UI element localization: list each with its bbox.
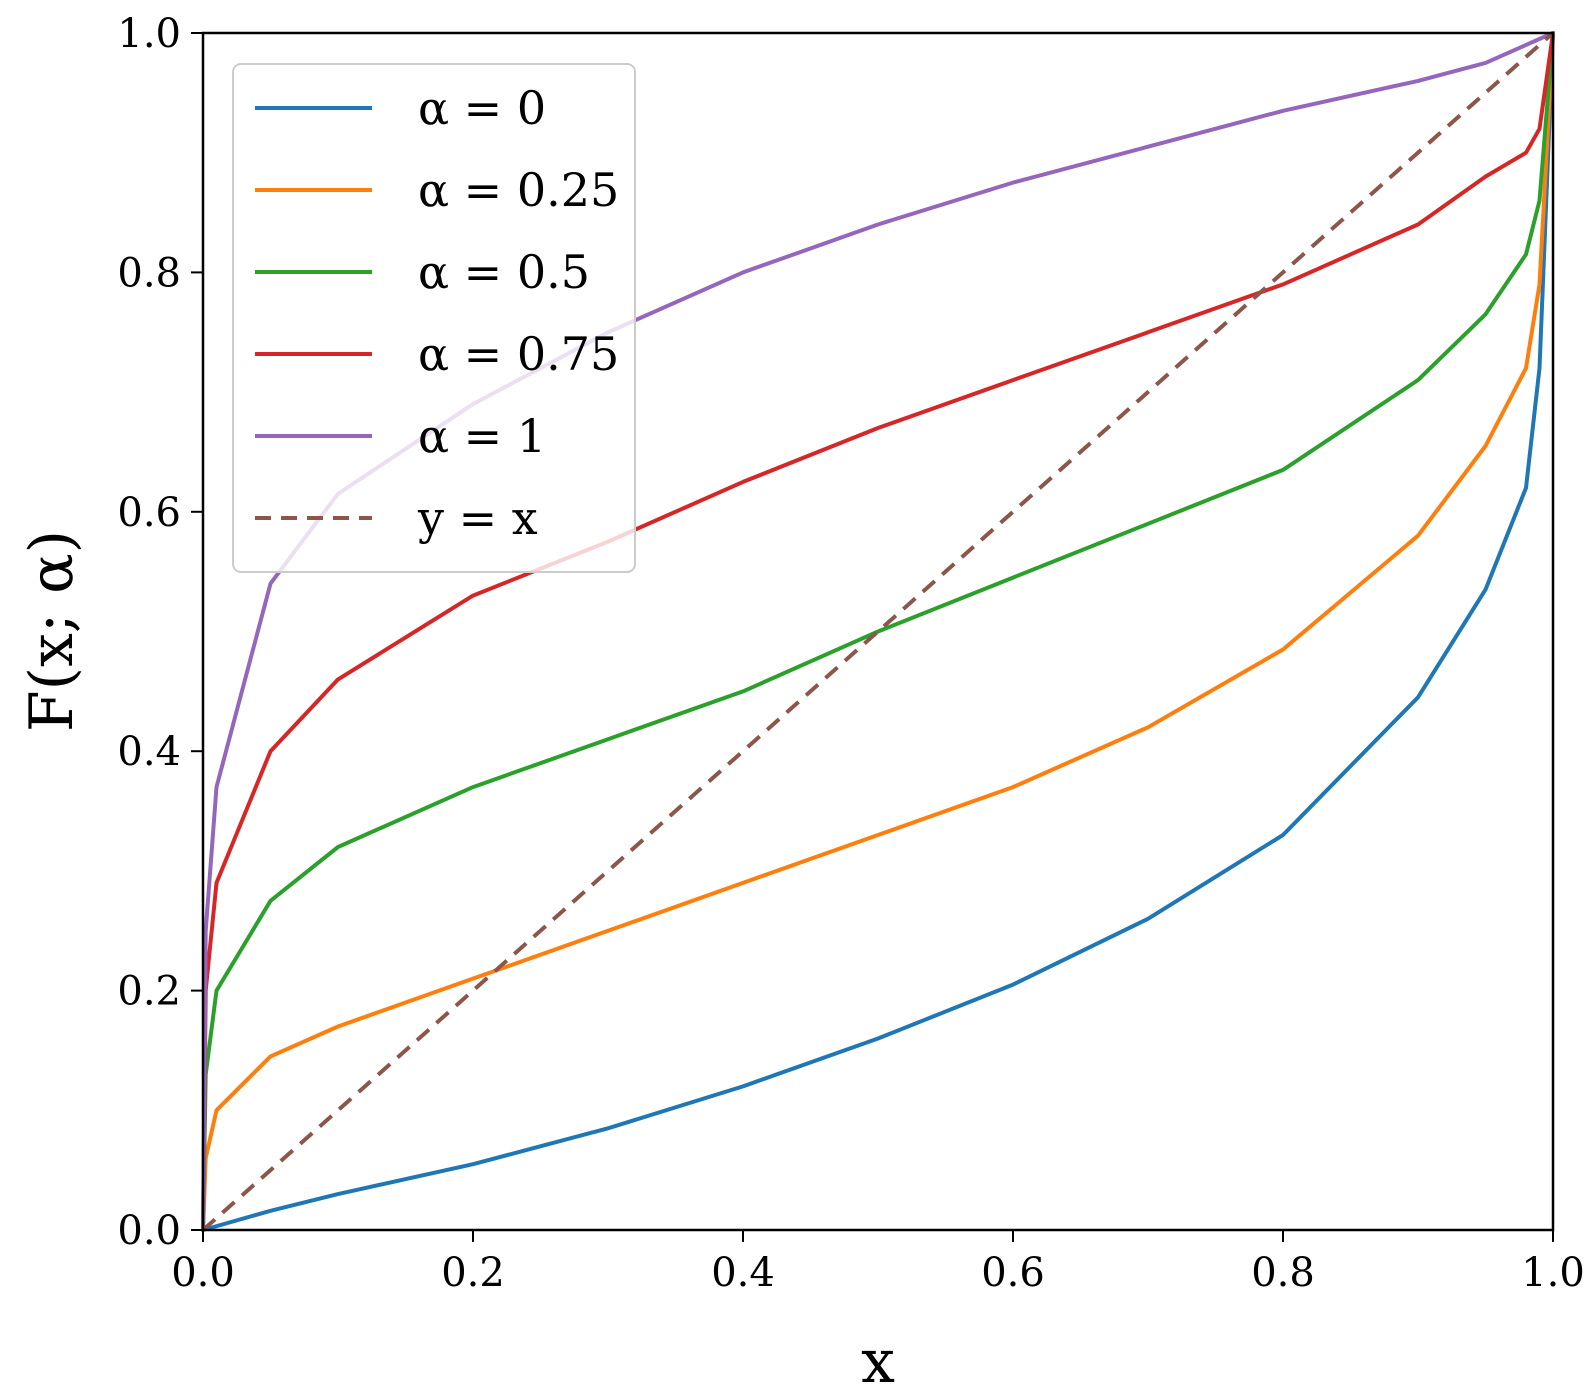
y-axis-title: F(x; α) <box>17 530 87 732</box>
legend-label-0: α = 0 <box>418 81 546 135</box>
y-tick-label: 0.8 <box>117 250 181 296</box>
y-tick-label: 1.0 <box>117 11 181 57</box>
legend: α = 0 α = 0.25 α = 0.5 α = 0.75 α = 1 y = x <box>232 63 636 573</box>
legend-label-5: y = x <box>417 491 538 545</box>
x-axis-title: x <box>861 1327 895 1397</box>
series-line-3 <box>201 31 1555 1232</box>
y-tick-label: 0.2 <box>117 969 181 1015</box>
x-axis: 0.0 0.2 0.4 0.6 0.8 1.0 <box>171 1230 1585 1296</box>
x-tick-label: 0.2 <box>441 1250 505 1296</box>
legend-label-4: α = 1 <box>418 409 546 463</box>
series-line-1 <box>201 31 1555 1232</box>
y-tick-label: 0.4 <box>117 729 181 775</box>
series-line-0 <box>201 31 1555 1232</box>
y-axis: 0.0 0.2 0.4 0.6 0.8 1.0 <box>117 11 203 1254</box>
plot-frame <box>201 31 1555 1232</box>
series-line-2 <box>201 31 1555 1232</box>
legend-label-1: α = 0.25 <box>418 163 619 217</box>
x-tick-label: 0.8 <box>1251 1250 1315 1296</box>
legend-label-3: α = 0.75 <box>418 327 619 381</box>
legend-label-2: α = 0.5 <box>418 245 590 299</box>
y-tick-label: 0.6 <box>117 490 181 536</box>
series-line-5 <box>201 31 1555 1232</box>
series-layer <box>201 31 1555 1232</box>
y-tick-label: 0.0 <box>117 1208 181 1254</box>
x-tick-label: 1.0 <box>1521 1250 1585 1296</box>
x-tick-label: 0.0 <box>171 1250 235 1296</box>
x-tick-label: 0.4 <box>711 1250 775 1296</box>
x-tick-label: 0.6 <box>981 1250 1045 1296</box>
series-line-4 <box>201 31 1555 1232</box>
